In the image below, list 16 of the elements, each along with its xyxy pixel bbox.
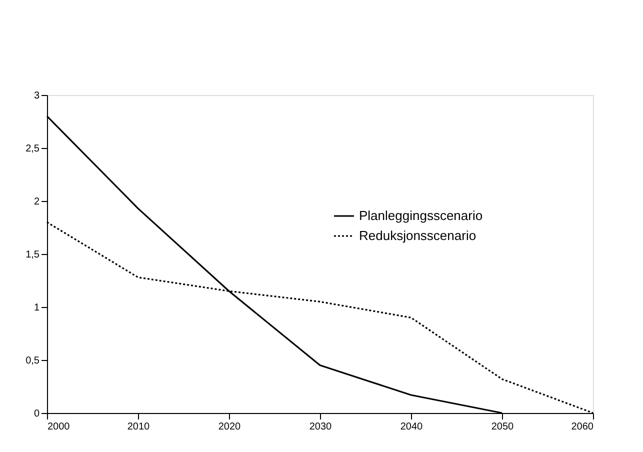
y-tick-label: 0,5: [26, 356, 40, 366]
x-tick-label: 2050: [491, 422, 514, 432]
y-tick-label: 2: [34, 196, 40, 208]
x-tick-label: 2020: [218, 422, 242, 432]
x-tick-label: 2000: [48, 422, 70, 432]
y-tick-label: 2,5: [26, 144, 40, 154]
y-tick-label: 3: [34, 90, 40, 102]
y-tick-label: 0: [34, 408, 40, 420]
x-tick-label: 2060: [571, 422, 594, 432]
x-tick-label: 2010: [127, 422, 150, 432]
y-tick-label: 1,5: [26, 250, 40, 260]
x-tick-label: 2040: [400, 422, 424, 432]
y-tick-label: 1: [34, 302, 40, 314]
legend-label: Planleggingsscenario: [359, 208, 483, 223]
x-tick-label: 2030: [309, 422, 332, 432]
legend-label: Reduksjonsscenario: [359, 228, 476, 243]
